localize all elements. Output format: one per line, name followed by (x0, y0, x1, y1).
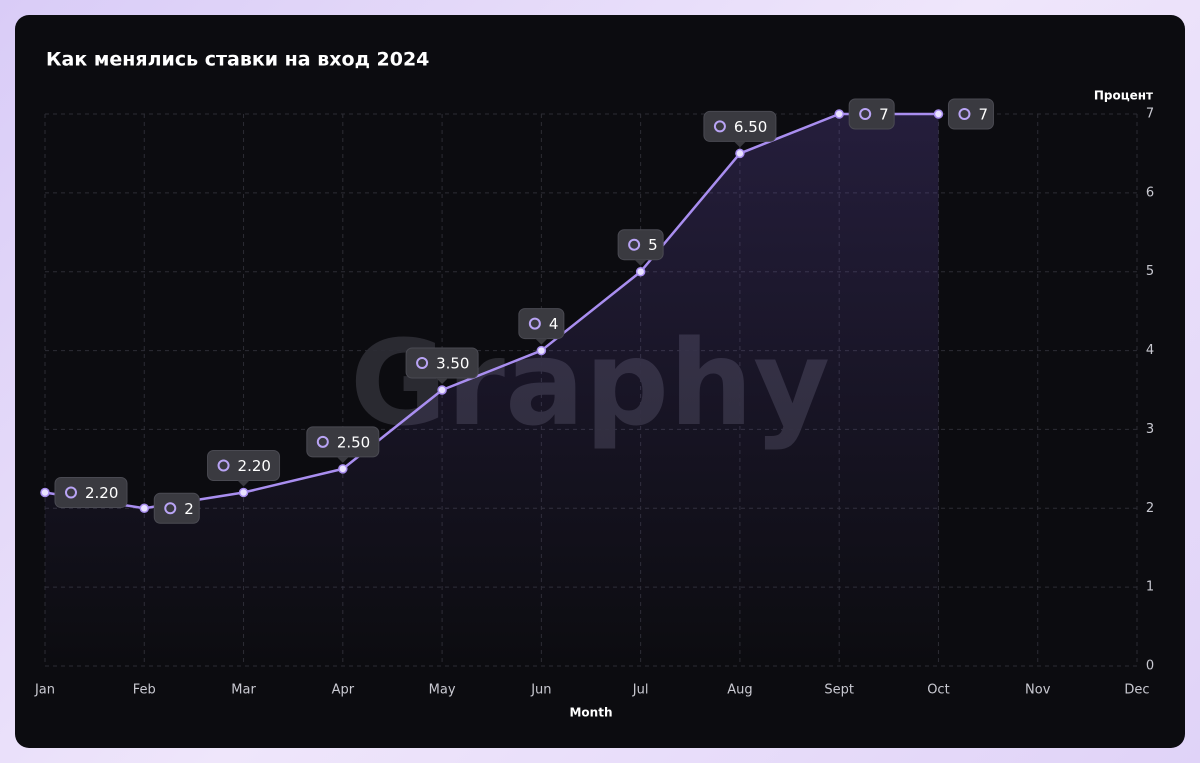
point (635, 266, 646, 277)
value-label: 7 (879, 106, 889, 124)
label-icon (316, 435, 329, 448)
x-tick-label: May (429, 683, 456, 698)
value-label: 5 (648, 236, 658, 254)
y-tick-label: 6 (1146, 185, 1154, 200)
y-tick-label: 7 (1146, 107, 1154, 122)
x-tick-label: Jan (34, 683, 55, 698)
data-label: 7 (848, 98, 895, 130)
point (933, 109, 944, 119)
y-tick-label: 4 (1146, 343, 1154, 358)
x-tick-label: Apr (332, 683, 355, 698)
label-box (947, 98, 994, 130)
data-label: 4 (518, 308, 565, 345)
point (735, 148, 745, 159)
y-axis-title: Процент (1094, 89, 1153, 103)
label-icon (528, 317, 541, 330)
y-tick-label: 3 (1146, 422, 1154, 437)
value-label: 2.20 (85, 484, 118, 502)
label-icon (859, 108, 872, 120)
value-label: 4 (549, 315, 559, 333)
point (834, 109, 844, 119)
label-pointer (336, 456, 349, 463)
value-label: 2.20 (238, 457, 271, 475)
label-box (153, 492, 200, 524)
y-tick-label: 1 (1146, 580, 1154, 595)
label-pointer (436, 378, 449, 384)
x-tick-label: Sept (824, 683, 854, 698)
point (238, 487, 249, 498)
label-icon (713, 120, 726, 133)
data-label: 2.50 (306, 426, 380, 463)
label-pointer (535, 338, 548, 345)
point (536, 345, 547, 356)
y-tick-label: 2 (1146, 501, 1154, 516)
data-label: 2 (153, 492, 200, 524)
label-icon (65, 486, 77, 499)
label-icon (164, 502, 177, 515)
x-axis-title: Month (569, 706, 612, 720)
label-icon (217, 459, 230, 472)
chart-title: Как менялись ставки на вход 2024 (46, 49, 429, 71)
x-tick-label: Nov (1025, 683, 1051, 698)
label-icon (628, 238, 641, 251)
label-icon (958, 108, 971, 120)
value-label: 6.50 (734, 118, 767, 136)
label-pointer (237, 480, 250, 487)
label-box (848, 98, 895, 130)
value-label: 2 (184, 500, 194, 518)
y-tick-label: 0 (1146, 659, 1154, 674)
value-label: 2.50 (337, 433, 370, 451)
label-icon (416, 357, 429, 369)
x-tick-label: Oct (927, 683, 949, 698)
data-label: 6.50 (703, 110, 777, 148)
point (139, 503, 150, 514)
x-tick-label: Mar (231, 683, 256, 698)
value-label: 3.50 (436, 355, 469, 373)
label-pointer (634, 259, 647, 266)
x-tick-label: Jul (632, 683, 649, 698)
value-label: 7 (978, 106, 988, 124)
x-tick-label: Aug (727, 683, 752, 698)
x-tick-label: Feb (133, 683, 156, 698)
data-label: 2.20 (54, 477, 128, 509)
area (45, 114, 939, 666)
data-label: 2.20 (207, 450, 281, 487)
data-label: 3.50 (405, 347, 479, 384)
label-box (54, 477, 128, 509)
point (437, 385, 447, 395)
point (40, 487, 50, 498)
x-tick-label: Dec (1124, 683, 1149, 698)
y-tick-label: 5 (1146, 264, 1154, 279)
point (338, 464, 348, 474)
label-pointer (733, 141, 746, 148)
x-tick-label: Jun (530, 683, 551, 698)
data-label: 5 (617, 229, 664, 266)
data-label: 7 (947, 98, 994, 130)
